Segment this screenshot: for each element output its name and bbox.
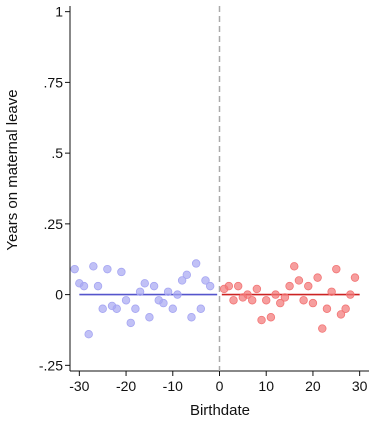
data-point-right bbox=[233, 281, 243, 291]
data-point-right bbox=[318, 324, 327, 333]
x-tick-label: -30 bbox=[69, 378, 89, 394]
data-point-right bbox=[266, 313, 276, 322]
data-point-left bbox=[70, 264, 79, 274]
data-point-left bbox=[98, 304, 107, 313]
data-point-left bbox=[201, 276, 210, 285]
x-tick-label: -10 bbox=[163, 378, 183, 394]
data-point-left bbox=[84, 330, 93, 339]
data-point-left bbox=[205, 281, 215, 291]
data-point-right bbox=[332, 264, 341, 274]
data-point-right bbox=[327, 287, 336, 296]
axes bbox=[65, 6, 369, 376]
data-point-left bbox=[145, 313, 154, 322]
data-point-right bbox=[262, 296, 271, 305]
data-point-right bbox=[336, 310, 346, 319]
data-point-right bbox=[280, 293, 290, 302]
x-axis-title: Birthdate bbox=[190, 402, 250, 419]
data-point-right bbox=[243, 290, 252, 299]
y-tick-label: 0 bbox=[55, 287, 63, 303]
x-tick-label: 30 bbox=[352, 378, 368, 394]
data-point-right bbox=[252, 284, 262, 294]
y-tick-label: .25 bbox=[44, 216, 64, 232]
data-point-left bbox=[131, 304, 140, 313]
data-point-left bbox=[135, 287, 145, 296]
data-point-left bbox=[79, 281, 89, 291]
data-point-left bbox=[112, 304, 121, 313]
data-point-right bbox=[346, 290, 355, 299]
data-point-right bbox=[304, 281, 313, 291]
data-point-left bbox=[126, 318, 135, 328]
data-point-left bbox=[168, 304, 177, 313]
data-point-left bbox=[149, 281, 159, 291]
data-point-left bbox=[103, 264, 112, 274]
y-tick-label: .75 bbox=[44, 74, 64, 90]
data-point-left bbox=[117, 267, 126, 277]
data-point-right bbox=[271, 290, 280, 299]
data-point-left bbox=[177, 276, 187, 285]
x-tick-label: 20 bbox=[305, 378, 321, 394]
data-point-right bbox=[229, 296, 238, 305]
data-point-left bbox=[163, 287, 173, 296]
data-point-left bbox=[93, 281, 103, 291]
data-point-left bbox=[121, 296, 131, 305]
data-point-left bbox=[89, 262, 98, 271]
x-tick-label: -20 bbox=[116, 378, 136, 394]
y-tick-label: -.25 bbox=[39, 357, 63, 373]
data-point-right bbox=[224, 281, 234, 291]
y-axis-title: Years on maternal leave bbox=[4, 89, 21, 250]
data-point-right bbox=[285, 281, 294, 291]
data-point-left bbox=[191, 259, 201, 268]
data-point-right bbox=[322, 304, 332, 313]
data-point-left bbox=[140, 279, 149, 288]
tick-labels: -.25 0 .25 .5 .75 1 -30 -20 -10 0 10 20 30 bbox=[39, 4, 368, 394]
data-points bbox=[70, 259, 360, 339]
data-point-right bbox=[257, 315, 266, 325]
x-tick-label: 0 bbox=[216, 378, 224, 394]
x-tick-label: 10 bbox=[258, 378, 274, 394]
data-point-right bbox=[290, 262, 299, 271]
data-point-left bbox=[182, 270, 191, 279]
data-point-right bbox=[294, 276, 304, 285]
data-point-left bbox=[187, 313, 196, 322]
data-point-left bbox=[196, 304, 206, 313]
data-point-right bbox=[276, 298, 285, 308]
y-tick-label: .5 bbox=[51, 145, 63, 161]
data-point-right bbox=[341, 304, 350, 313]
data-point-left bbox=[159, 298, 168, 308]
y-tick-label: 1 bbox=[55, 4, 63, 20]
data-point-right bbox=[313, 273, 322, 282]
data-point-left bbox=[173, 290, 182, 299]
data-point-right bbox=[308, 298, 318, 308]
data-point-right bbox=[299, 296, 308, 305]
data-point-right bbox=[350, 273, 360, 282]
data-point-right bbox=[248, 296, 257, 305]
